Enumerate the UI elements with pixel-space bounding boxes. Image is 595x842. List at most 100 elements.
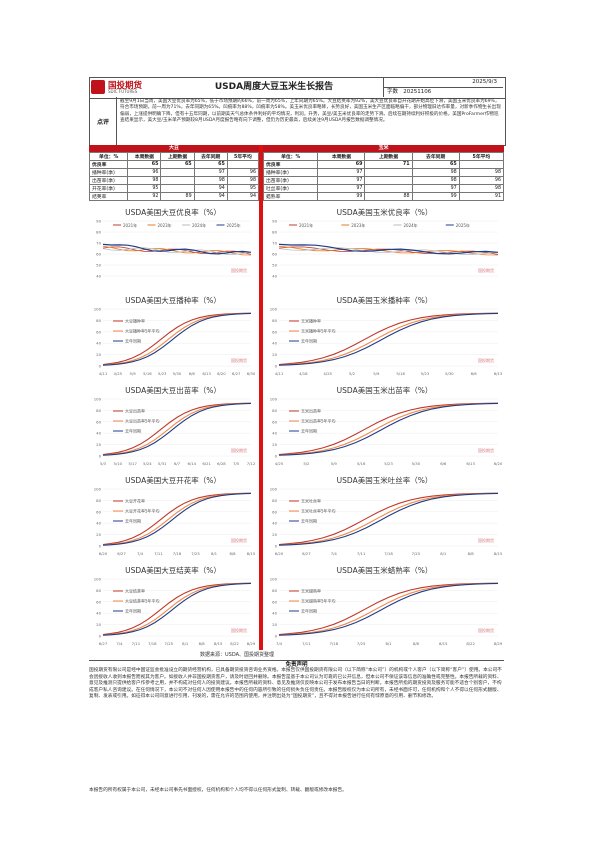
legend-label: 玉米蜡熟率5年平均: [301, 598, 336, 604]
x-tick-label: 5/9: [130, 371, 137, 376]
corn-dough-chart: USDA美国玉米蜡熟率（%） 玉米蜡熟率 玉米蜡熟率5年平均 去年同期 7/4 7/11 7…: [265, 563, 504, 648]
x-tick-label: 5/30: [445, 371, 454, 376]
legend-label: 2023年: [158, 222, 172, 228]
table-header-cell: 去年同期: [411, 152, 460, 161]
y-tick-label: 60: [96, 252, 101, 257]
table-cell: [458, 160, 505, 169]
x-tick-label: 5/9: [373, 371, 380, 376]
data-source: 数据来源：USDA、国投期货整理: [200, 652, 275, 658]
y-tick-label: 100: [94, 577, 102, 582]
disclaimer-divider: [89, 660, 504, 661]
soy-planting-chart: USDA美国大豆播种率（%） 大豆播种率 大豆播种率5年平均 去年同期 4/11 4/25…: [89, 293, 257, 378]
header-box: [89, 77, 506, 99]
y-tick-label: 60: [96, 329, 101, 334]
x-tick-label: 6/20: [217, 371, 226, 376]
watermark-text: 国投期货: [231, 627, 247, 633]
table-cell: 65: [160, 160, 195, 169]
table-cell: 71: [364, 160, 413, 169]
y-tick-label: 40: [272, 431, 277, 436]
corn-silking-chart: USDA美国玉米吐丝率（%） 玉米吐丝率 玉米吐丝率5年平均 去年同期 6/20 6/27…: [265, 473, 504, 558]
table-row: 优良率 69 71 65: [262, 160, 505, 169]
table-cell: 出苗率(季): [88, 176, 129, 185]
legend-label: 大豆结荚率5年平均: [125, 598, 160, 604]
x-tick-label: 8/22: [466, 641, 475, 646]
table-cell: 98: [458, 184, 505, 193]
y-tick-label: 60: [272, 252, 277, 257]
chart-title: USDA美国玉米吐丝率（%）: [336, 476, 433, 485]
y-tick-label: 80: [96, 498, 101, 503]
table-cell: [160, 184, 195, 193]
report-title: USDA周度大豆玉米生长报告: [214, 82, 334, 92]
soy-blooming-chart: USDA美国大豆开花率（%） 大豆开花率 大豆开花率5年平均 去年同期 6/20 6/27…: [89, 473, 257, 558]
y-tick-label: 40: [272, 274, 277, 279]
x-tick-label: 7/18: [148, 641, 157, 646]
table-header-cell: 单位：%: [88, 152, 129, 161]
series-line: [278, 582, 499, 636]
corn-planting-chart: USDA美国玉米播种率（%） 玉米播种率 玉米播种率5年平均 去年同期 4/11 4/18…: [265, 293, 504, 378]
chart-svg: 2021年 2023年 2024年 2025年 40 50 60 70 80 90 国投期货: [96, 219, 252, 279]
chart-title: USDA美国大豆播种率（%）: [125, 296, 221, 305]
y-tick-label: 100: [270, 577, 278, 582]
table-cell: 96: [226, 168, 260, 177]
y-tick-label: 0: [99, 454, 102, 459]
table-cell: 65: [127, 160, 162, 169]
x-tick-label: 7/18: [173, 551, 182, 556]
y-tick-label: 80: [272, 588, 277, 593]
watermark-text: 国投期货: [478, 537, 494, 543]
legend-label: 玉米出苗率: [301, 408, 321, 414]
legend-label: 2025年: [456, 222, 470, 228]
corn-section-header: 玉米: [263, 145, 504, 152]
x-tick-label: 7/4: [276, 641, 283, 646]
logo-icon: [91, 80, 105, 94]
y-tick-label: 80: [96, 230, 101, 235]
series-line: [278, 243, 499, 255]
x-tick-label: 6/13: [202, 371, 211, 376]
table-cell: 99: [317, 192, 366, 201]
logo-subtext: SDIC FUTURES: [108, 89, 138, 94]
table-cell: 97: [317, 168, 366, 177]
x-tick-label: 7/25: [357, 641, 366, 646]
y-tick-label: 100: [94, 307, 102, 312]
table-cell: 优良率: [88, 160, 129, 169]
table-cell: [160, 176, 195, 185]
x-tick-label: 6/28: [217, 461, 226, 466]
y-tick-label: 70: [272, 241, 277, 246]
y-tick-label: 0: [99, 364, 102, 369]
x-tick-label: 5/2: [303, 461, 310, 466]
soy-good-rate-chart: USDA美国大豆优良率（%） 2021年 2023年 2024年 2025年 40 50 60…: [89, 205, 257, 288]
x-tick-label: 8/1: [182, 641, 189, 646]
x-tick-label: 5/30: [173, 371, 182, 376]
legend-label: 2021年: [299, 222, 313, 228]
y-tick-label: 40: [272, 341, 277, 346]
soy-stats-table: 单位：% 本周数据 上期数据 去年同期 5年平均 优良率 65 65 65 播种率(季) 96 97 9…: [88, 152, 260, 201]
legend-label: 大豆开花率: [125, 498, 145, 504]
y-tick-label: 60: [272, 599, 277, 604]
x-tick-label: 7/11: [302, 641, 311, 646]
legend-label: 大豆出苗率: [125, 408, 145, 414]
series-line: [278, 492, 499, 546]
table-cell: 89: [160, 192, 195, 201]
x-tick-label: 6/13: [466, 461, 475, 466]
chart-title: USDA美国大豆结荚率（%）: [125, 566, 221, 575]
table-cell: 97: [317, 184, 366, 193]
x-tick-label: 6/6: [440, 461, 447, 466]
y-tick-label: 80: [96, 588, 101, 593]
y-tick-label: 20: [272, 442, 277, 447]
x-tick-label: 5/10: [114, 461, 123, 466]
x-tick-label: 6/6: [189, 371, 196, 376]
table-row: 出苗率(季) 98 98 98: [88, 176, 260, 185]
series-line: [278, 402, 499, 456]
legend-label: 2023年: [351, 222, 365, 228]
legend-label: 大豆出苗率5年平均: [125, 418, 160, 424]
chart-title: USDA美国玉米优良率（%）: [336, 208, 433, 217]
chart-svg: 2021年 2023年 2024年 2025年 40 50 60 70 80 90 国投期货: [272, 219, 499, 279]
y-tick-label: 0: [275, 634, 278, 639]
legend-label: 玉米吐丝率5年平均: [301, 508, 336, 514]
x-tick-label: 5/3: [100, 461, 107, 466]
series-line: [278, 247, 499, 255]
x-tick-label: 6/27: [232, 371, 241, 376]
y-tick-label: 20: [96, 532, 101, 537]
table-cell: 出苗率(季): [262, 176, 319, 185]
